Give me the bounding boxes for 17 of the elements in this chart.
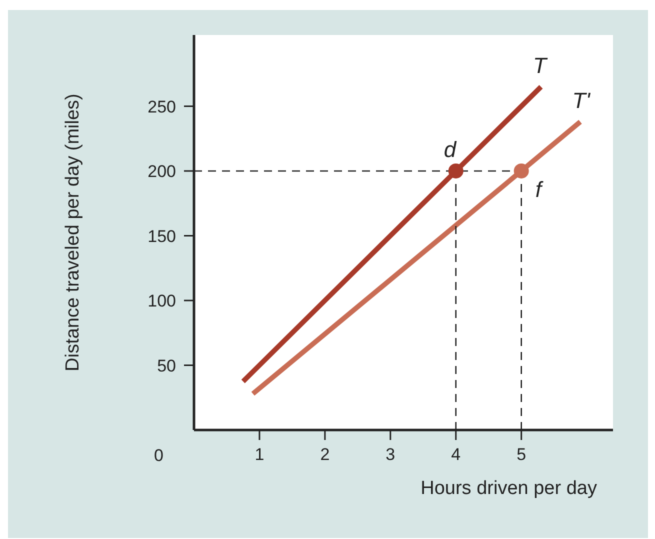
y-tick-label: 150 <box>148 226 176 246</box>
y-tick-label: 200 <box>148 162 176 182</box>
x-tick-label: 1 <box>254 445 264 464</box>
annotation: d <box>444 136 457 162</box>
x-axis-title: Hours driven per day <box>420 478 598 499</box>
y-tick-label: 100 <box>148 292 176 311</box>
y-tick-label: 50 <box>157 356 176 376</box>
y-axis-title: Distance traveled per day (miles) <box>62 94 84 372</box>
x-tick-label: 5 <box>516 445 526 464</box>
series-label: T' <box>572 88 591 113</box>
text: 0 <box>154 446 164 466</box>
annotation: f <box>535 176 544 202</box>
x-tick-label: 4 <box>451 445 461 464</box>
series-label: T <box>532 52 548 78</box>
x-tick-label: 2 <box>320 445 330 464</box>
y-tick-label: 250 <box>148 97 176 116</box>
x-tick-label: 3 <box>386 445 396 464</box>
